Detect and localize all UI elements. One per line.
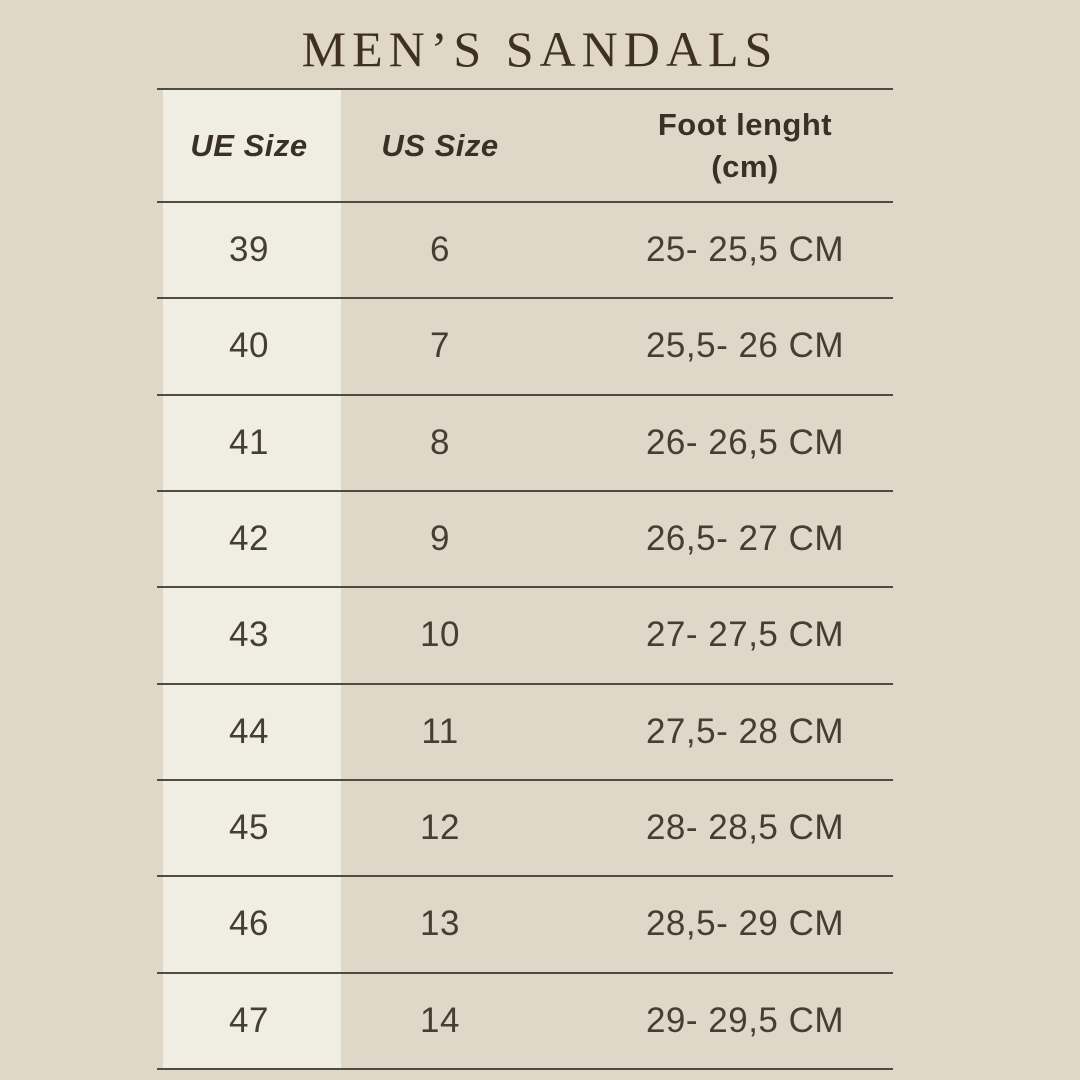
table-row: 41 8 26- 26,5 CM bbox=[157, 396, 893, 492]
foot-length-cell: 28- 28,5 CM bbox=[645, 808, 845, 848]
foot-length-cell: 25- 25,5 CM bbox=[645, 230, 845, 270]
us-size-cell: 14 bbox=[420, 1000, 460, 1040]
foot-length-cell: 28,5- 29 CM bbox=[645, 904, 845, 944]
us-size-cell: 10 bbox=[420, 615, 460, 655]
us-size-cell: 8 bbox=[430, 422, 450, 462]
us-size-cell: 6 bbox=[430, 230, 450, 270]
foot-length-cell: 29- 29,5 CM bbox=[645, 1000, 845, 1040]
table-row: 42 9 26,5- 27 CM bbox=[157, 492, 893, 589]
ue-size-column-header: UE Size bbox=[190, 127, 308, 163]
us-size-cell: 9 bbox=[430, 519, 450, 559]
ue-size-cell: 44 bbox=[229, 711, 269, 751]
ue-size-cell: 41 bbox=[229, 422, 269, 462]
foot-length-cell: 26- 26,5 CM bbox=[645, 422, 845, 462]
foot-length-cell: 25,5- 26 CM bbox=[645, 326, 845, 366]
foot-length-column-header: Foot lenght (cm) bbox=[657, 106, 833, 184]
table-row: 46 13 28,5- 29 CM bbox=[157, 877, 893, 974]
ue-column-background bbox=[163, 90, 341, 1070]
ue-size-cell: 42 bbox=[229, 519, 269, 559]
ue-size-cell: 47 bbox=[229, 1000, 269, 1040]
table-row: 39 6 25- 25,5 CM bbox=[157, 203, 893, 300]
us-size-cell: 12 bbox=[420, 808, 460, 848]
ue-size-cell: 45 bbox=[229, 808, 269, 848]
page-title: MEN’S SANDALS bbox=[301, 21, 779, 77]
table-row: 44 11 27,5- 28 CM bbox=[157, 685, 893, 781]
us-size-cell: 7 bbox=[430, 326, 450, 366]
ue-size-cell: 40 bbox=[229, 326, 269, 366]
foot-length-cell: 27- 27,5 CM bbox=[645, 615, 845, 655]
us-size-cell: 11 bbox=[421, 711, 459, 751]
foot-length-cell: 26,5- 27 CM bbox=[645, 519, 845, 559]
foot-length-cell: 27,5- 28 CM bbox=[645, 711, 845, 751]
table-header-row: UE Size US Size Foot lenght (cm) bbox=[157, 90, 893, 203]
table-row: 40 7 25,5- 26 CM bbox=[157, 299, 893, 396]
table-row: 45 12 28- 28,5 CM bbox=[157, 781, 893, 878]
size-table: UE Size US Size Foot lenght (cm) 39 6 25… bbox=[157, 88, 893, 1070]
ue-size-cell: 39 bbox=[229, 230, 269, 270]
us-size-cell: 13 bbox=[420, 904, 460, 944]
ue-size-cell: 43 bbox=[229, 615, 269, 655]
table-row: 43 10 27- 27,5 CM bbox=[157, 588, 893, 685]
table-row: 47 14 29- 29,5 CM bbox=[157, 974, 893, 1070]
ue-size-cell: 46 bbox=[229, 904, 269, 944]
us-size-column-header: US Size bbox=[381, 127, 499, 163]
